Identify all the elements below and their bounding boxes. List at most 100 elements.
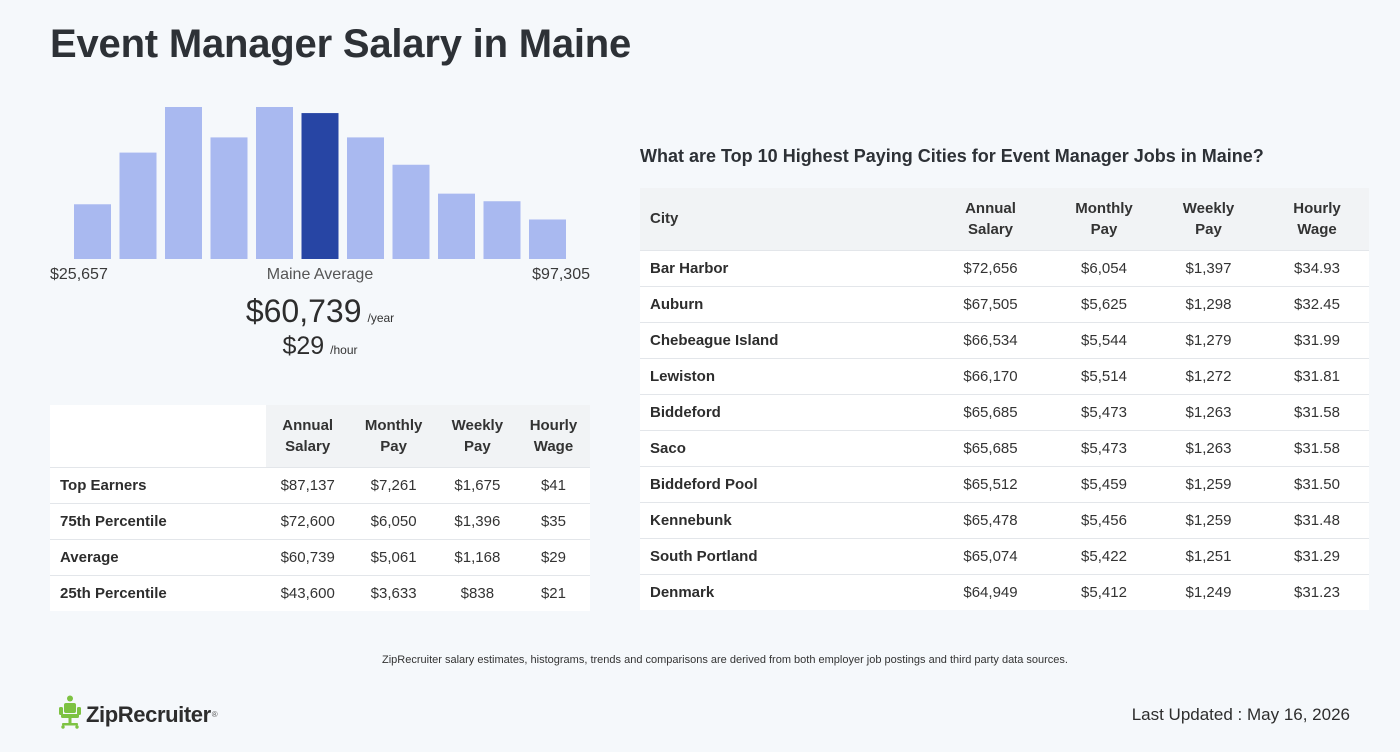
monthly-cell: $5,061: [349, 538, 438, 575]
cities-header-city: City: [640, 188, 925, 250]
last-updated-text: Last Updated : May 16, 2026: [1131, 705, 1350, 724]
city-cell: Saco: [640, 429, 925, 466]
average-yearly: $60,739/year: [50, 293, 590, 330]
table-row: Lewiston $66,170 $5,514 $1,272 $31.81: [640, 357, 1369, 394]
weekly-cell: $1,249: [1152, 573, 1265, 610]
city-cell: Lewiston: [640, 357, 925, 394]
weekly-cell: $1,259: [1152, 501, 1265, 538]
histogram-bar: [438, 193, 475, 259]
monthly-cell: $5,459: [1056, 465, 1152, 502]
row-label: 75th Percentile: [50, 502, 266, 539]
table-row: Denmark $64,949 $5,412 $1,249 $31.23: [640, 573, 1369, 610]
hourly-cell: $29: [516, 538, 590, 575]
percentile-header-weekly: Weekly Pay: [437, 405, 517, 467]
table-row: Top Earners $87,137 $7,261 $1,675 $41: [50, 466, 590, 503]
annual-cell: $72,656: [925, 249, 1056, 286]
trademark-mark: ®: [211, 710, 218, 719]
weekly-cell: $1,298: [1152, 285, 1265, 322]
histogram-bar: [347, 137, 384, 259]
annual-cell: $72,600: [266, 502, 350, 539]
monthly-cell: $6,050: [349, 502, 438, 539]
weekly-cell: $1,397: [1152, 249, 1265, 286]
histogram-bar: [483, 201, 521, 259]
histogram-max-label: $97,305: [532, 266, 590, 283]
annual-cell: $65,512: [925, 465, 1056, 502]
disclaimer-text: ZipRecruiter salary estimates, histogram…: [382, 654, 1068, 666]
monthly-cell: $5,412: [1056, 573, 1152, 610]
hourly-cell: $34.93: [1265, 249, 1369, 286]
city-cell: Biddeford: [640, 393, 925, 430]
table-row: Biddeford $65,685 $5,473 $1,263 $31.58: [640, 393, 1369, 430]
cities-header-monthly: Monthly Pay: [1056, 188, 1152, 250]
weekly-cell: $1,251: [1152, 537, 1265, 574]
hourly-cell: $31.99: [1265, 321, 1369, 358]
weekly-cell: $1,259: [1152, 465, 1265, 502]
cities-header-weekly: Weekly Pay: [1152, 188, 1265, 250]
annual-cell: $64,949: [925, 573, 1056, 610]
histogram-average-label: Maine Average: [266, 266, 374, 283]
histogram-bar: [74, 204, 111, 259]
hourly-cell: $31.48: [1265, 501, 1369, 538]
table-row: 75th Percentile $72,600 $6,050 $1,396 $3…: [50, 502, 590, 539]
annual-cell: $65,685: [925, 393, 1056, 430]
percentile-header-monthly: Monthly Pay: [349, 405, 438, 467]
city-cell: Denmark: [640, 573, 925, 610]
weekly-cell: $1,279: [1152, 321, 1265, 358]
ziprecruiter-logo[interactable]: ZipRecruiter ®: [58, 695, 218, 734]
annual-cell: $65,074: [925, 537, 1056, 574]
percentile-header-blank: [50, 405, 266, 467]
table-row: Saco $65,685 $5,473 $1,263 $31.58: [640, 429, 1369, 466]
histogram-bar: [392, 164, 430, 259]
table-row: Bar Harbor $72,656 $6,054 $1,397 $34.93: [640, 249, 1369, 286]
hourly-cell: $31.29: [1265, 537, 1369, 574]
hourly-cell: $41: [516, 466, 590, 503]
percentile-header-hourly: Hourly Wage: [516, 405, 590, 467]
average-hourly-unit: /hour: [330, 343, 358, 357]
annual-cell: $67,505: [925, 285, 1056, 322]
annual-cell: $87,137: [266, 466, 350, 503]
city-cell: Auburn: [640, 285, 925, 322]
cities-table: City Annual Salary Monthly Pay Weekly Pay H…: [640, 188, 1369, 610]
city-cell: Chebeague Island: [640, 321, 925, 358]
average-yearly-value: $60,739: [245, 293, 362, 329]
hourly-cell: $31.50: [1265, 465, 1369, 502]
annual-cell: $43,600: [266, 574, 350, 611]
hourly-cell: $31.23: [1265, 573, 1369, 610]
ziprecruiter-chair-icon: [58, 695, 82, 734]
row-label: 25th Percentile: [50, 574, 266, 611]
table-row: Average $60,739 $5,061 $1,168 $29: [50, 538, 590, 575]
city-cell: Kennebunk: [640, 501, 925, 538]
salary-histogram: [50, 100, 590, 260]
monthly-cell: $6,054: [1056, 249, 1152, 286]
cities-table-header: City Annual Salary Monthly Pay Weekly Pay H…: [640, 188, 1369, 250]
weekly-cell: $838: [437, 574, 517, 611]
page-title: Event Manager Salary in Maine: [50, 22, 632, 66]
annual-cell: $65,478: [925, 501, 1056, 538]
monthly-cell: $5,473: [1056, 393, 1152, 430]
percentile-header-annual: Annual Salary: [266, 405, 350, 467]
histogram-min-label: $25,657: [50, 266, 108, 283]
row-label: Average: [50, 538, 266, 575]
weekly-cell: $1,263: [1152, 429, 1265, 466]
cities-header-hourly: Hourly Wage: [1265, 188, 1369, 250]
average-yearly-unit: /year: [367, 311, 395, 325]
hourly-cell: $31.58: [1265, 393, 1369, 430]
cities-header-annual: Annual Salary: [925, 188, 1056, 250]
monthly-cell: $5,544: [1056, 321, 1152, 358]
table-row: Biddeford Pool $65,512 $5,459 $1,259 $31.50: [640, 465, 1369, 502]
percentile-table: Annual Salary Monthly Pay Weekly Pay Hourly…: [50, 405, 590, 611]
table-row: South Portland $65,074 $5,422 $1,251 $31.29: [640, 537, 1369, 574]
weekly-cell: $1,272: [1152, 357, 1265, 394]
percentile-table-header: Annual Salary Monthly Pay Weekly Pay Hourly…: [50, 405, 590, 467]
monthly-cell: $5,473: [1056, 429, 1152, 466]
monthly-cell: $5,514: [1056, 357, 1152, 394]
weekly-cell: $1,168: [437, 538, 517, 575]
table-row: 25th Percentile $43,600 $3,633 $838 $21: [50, 574, 590, 611]
hourly-cell: $32.45: [1265, 285, 1369, 322]
annual-cell: $65,685: [925, 429, 1056, 466]
table-row: Kennebunk $65,478 $5,456 $1,259 $31.48: [640, 501, 1369, 538]
hourly-cell: $31.81: [1265, 357, 1369, 394]
histogram-bar: [119, 152, 157, 259]
histogram-bar-average: [301, 113, 339, 259]
monthly-cell: $3,633: [349, 574, 438, 611]
